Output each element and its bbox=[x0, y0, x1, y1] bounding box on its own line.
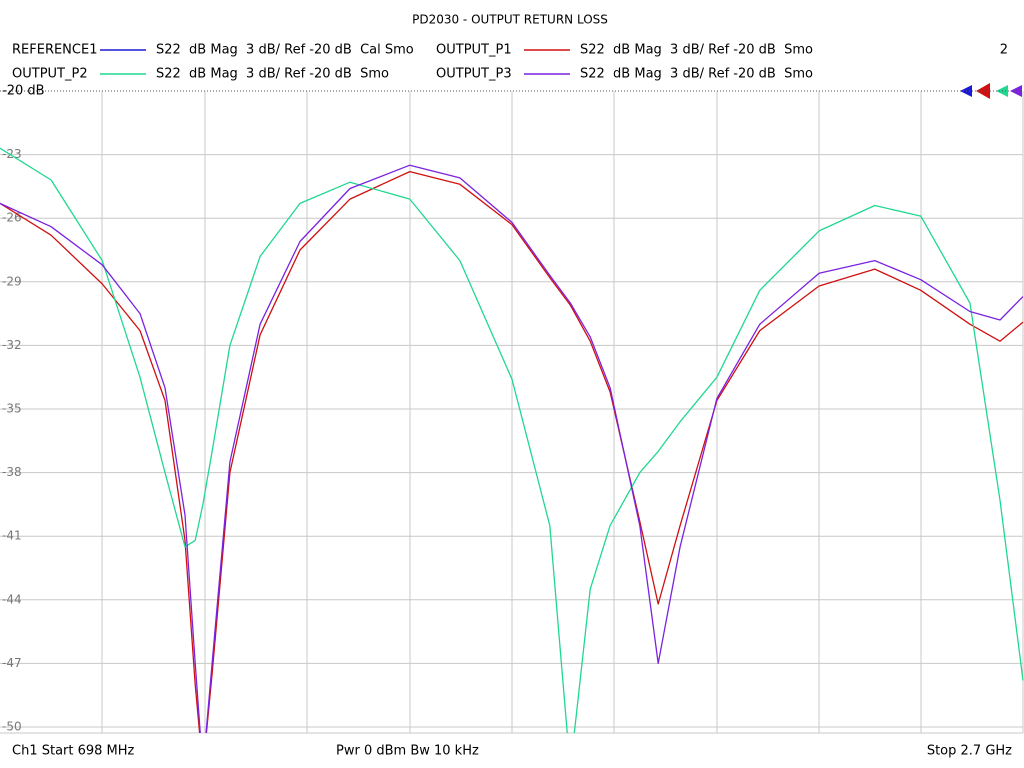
legend-text: S22 dB Mag 3 dB/ Ref -20 dB Smo bbox=[580, 43, 813, 58]
y-tick-label: -26 bbox=[2, 211, 22, 225]
footer-start: Ch1 Start 698 MHz bbox=[12, 744, 135, 759]
footer-power: Pwr 0 dBm Bw 10 kHz bbox=[336, 744, 479, 759]
y-tick-label: -29 bbox=[2, 274, 22, 288]
y-tick-label: -38 bbox=[2, 465, 22, 479]
y-tick-label: -35 bbox=[2, 402, 22, 416]
y-tick-label: -41 bbox=[2, 529, 22, 543]
channel-number: 2 bbox=[1000, 43, 1008, 58]
chart-title: PD2030 - OUTPUT RETURN LOSS bbox=[412, 13, 608, 27]
plot-area bbox=[0, 147, 1024, 733]
y-tick-label: -47 bbox=[2, 656, 22, 670]
y-tick-label: -50 bbox=[2, 720, 22, 734]
y-tick-label: -32 bbox=[2, 338, 22, 352]
y-tick-label: -44 bbox=[2, 592, 22, 606]
series-line bbox=[0, 164, 1024, 733]
legend-name: OUTPUT_P3 bbox=[436, 67, 512, 82]
legend-text: S22 dB Mag 3 dB/ Ref -20 dB Smo bbox=[580, 67, 813, 82]
legend-name: OUTPUT_P1 bbox=[436, 43, 512, 58]
series-line bbox=[0, 147, 1024, 733]
y-tick-label: -23 bbox=[2, 147, 22, 161]
vertical-grid bbox=[0, 91, 1024, 734]
legend-text: S22 dB Mag 3 dB/ Ref -20 dB Cal Smo bbox=[156, 43, 414, 58]
legend-text: S22 dB Mag 3 dB/ Ref -20 dB Smo bbox=[156, 67, 389, 82]
legend-name: REFERENCE1 bbox=[12, 43, 97, 58]
y-tick-label: -20 dB bbox=[2, 84, 45, 99]
series-line bbox=[0, 170, 1024, 733]
footer-stop: Stop 2.7 GHz bbox=[927, 744, 1012, 759]
legend-name: OUTPUT_P2 bbox=[12, 67, 88, 82]
